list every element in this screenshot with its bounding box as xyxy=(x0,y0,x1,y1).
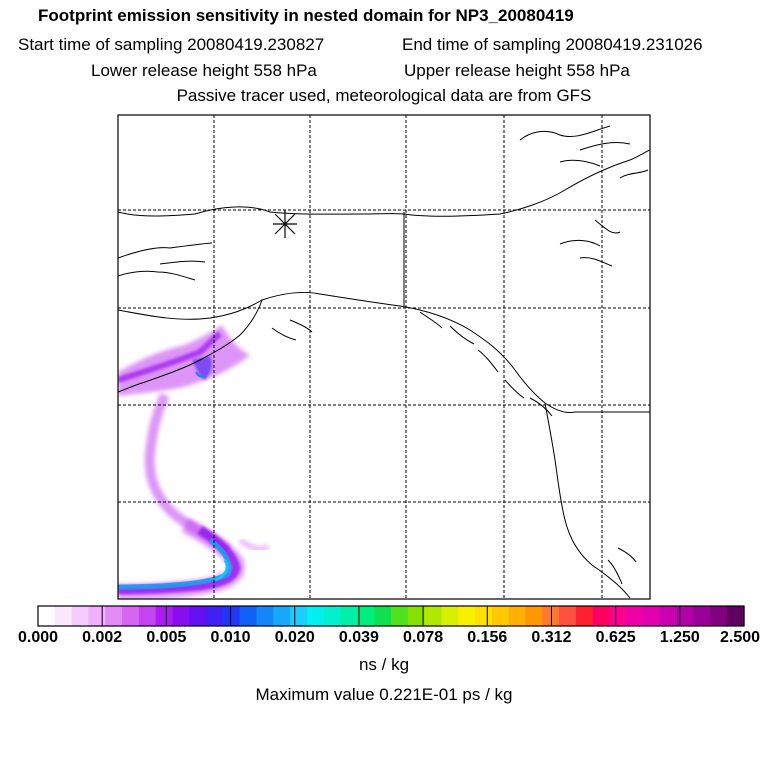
colorbar-swatch xyxy=(659,606,678,626)
colorbar-tick-label: 0.000 xyxy=(17,629,59,646)
maximum-value: Maximum value 0.221E-01 ps / kg xyxy=(255,685,513,704)
colorbar-swatch xyxy=(138,606,157,626)
sampling-end: End time of sampling 20080419.231026 xyxy=(402,35,703,54)
colorbar-swatch xyxy=(391,606,409,626)
colorbar-swatch xyxy=(559,606,577,626)
colorbar-swatch xyxy=(693,606,711,626)
graticule xyxy=(118,115,650,599)
colorbar-swatch xyxy=(710,606,728,626)
colorbar-swatch xyxy=(206,606,224,626)
colorbar-swatch xyxy=(525,606,543,626)
map-frame xyxy=(117,114,651,600)
colorbar-swatch xyxy=(189,606,207,626)
colorbar-swatch xyxy=(575,606,594,626)
colorbar-swatch xyxy=(88,606,106,626)
colorbar-swatch xyxy=(54,606,73,626)
colorbar-tick-label: 0.005 xyxy=(146,629,187,646)
colorbar-swatch xyxy=(407,606,426,626)
colorbar-swatch xyxy=(222,606,241,626)
colorbar-swatch xyxy=(475,606,493,626)
coastlines xyxy=(118,125,650,599)
colorbar-swatch xyxy=(323,606,342,626)
colorbar-swatch xyxy=(458,606,476,626)
colorbar-swatch xyxy=(424,606,443,626)
colorbar-tick-label: 0.078 xyxy=(403,629,444,646)
colorbar-swatch xyxy=(727,606,745,626)
colorbar-tick-label: 0.002 xyxy=(82,629,123,646)
colorbar-swatch xyxy=(508,606,527,626)
colorbar-swatch xyxy=(256,606,274,626)
plot-title: Footprint emission sensitivity in nested… xyxy=(38,6,574,25)
colorbar-swatch xyxy=(239,606,258,626)
colorbar-tick-label: 0.039 xyxy=(338,629,379,646)
emission-plume xyxy=(118,325,271,599)
colorbar-swatch xyxy=(155,606,174,626)
colorbar-swatch xyxy=(38,606,56,626)
colorbar-swatch xyxy=(172,606,190,626)
colorbar-swatch xyxy=(676,606,695,626)
colorbar-swatch xyxy=(626,606,644,626)
colorbar-swatch xyxy=(306,606,325,626)
colorbar-tick-label: 0.625 xyxy=(595,629,636,646)
colorbar-swatch xyxy=(592,606,611,626)
colorbar-tick-label: 0.156 xyxy=(467,629,508,646)
colorbar-swatch xyxy=(374,606,392,626)
release-upper: Upper release height 558 hPa xyxy=(404,61,630,80)
colorbar-swatch xyxy=(357,606,375,626)
colorbar-tick-label: 2.500 xyxy=(719,629,761,646)
release-lower: Lower release height 558 hPa xyxy=(91,61,317,80)
colorbar-swatch xyxy=(643,606,661,626)
colorbar-swatch xyxy=(71,606,90,626)
colorbar-swatch xyxy=(122,606,140,626)
tracer-info: Passive tracer used, meteorological data… xyxy=(176,86,592,105)
colorbar-swatch xyxy=(273,606,291,626)
colorbar-swatch xyxy=(441,606,459,626)
sampling-start: Start time of sampling 20080419.230827 xyxy=(18,35,325,54)
colorbar-swatch xyxy=(105,606,123,626)
colorbar-units: ns / kg xyxy=(358,655,410,674)
colorbar-tick-label: 0.020 xyxy=(274,629,315,646)
colorbar-swatch xyxy=(491,606,510,626)
colorbar-tick-label: 0.312 xyxy=(531,629,572,646)
colorbar-swatch xyxy=(290,606,308,626)
colorbar-tick-label: 0.010 xyxy=(210,629,251,646)
map-content xyxy=(118,115,650,599)
colorbar-tick-label: 1.250 xyxy=(659,629,700,646)
asterisk-icon xyxy=(273,210,297,238)
colorbar-swatch xyxy=(609,606,627,626)
colorbar xyxy=(38,606,745,626)
colorbar-swatch xyxy=(340,606,358,626)
